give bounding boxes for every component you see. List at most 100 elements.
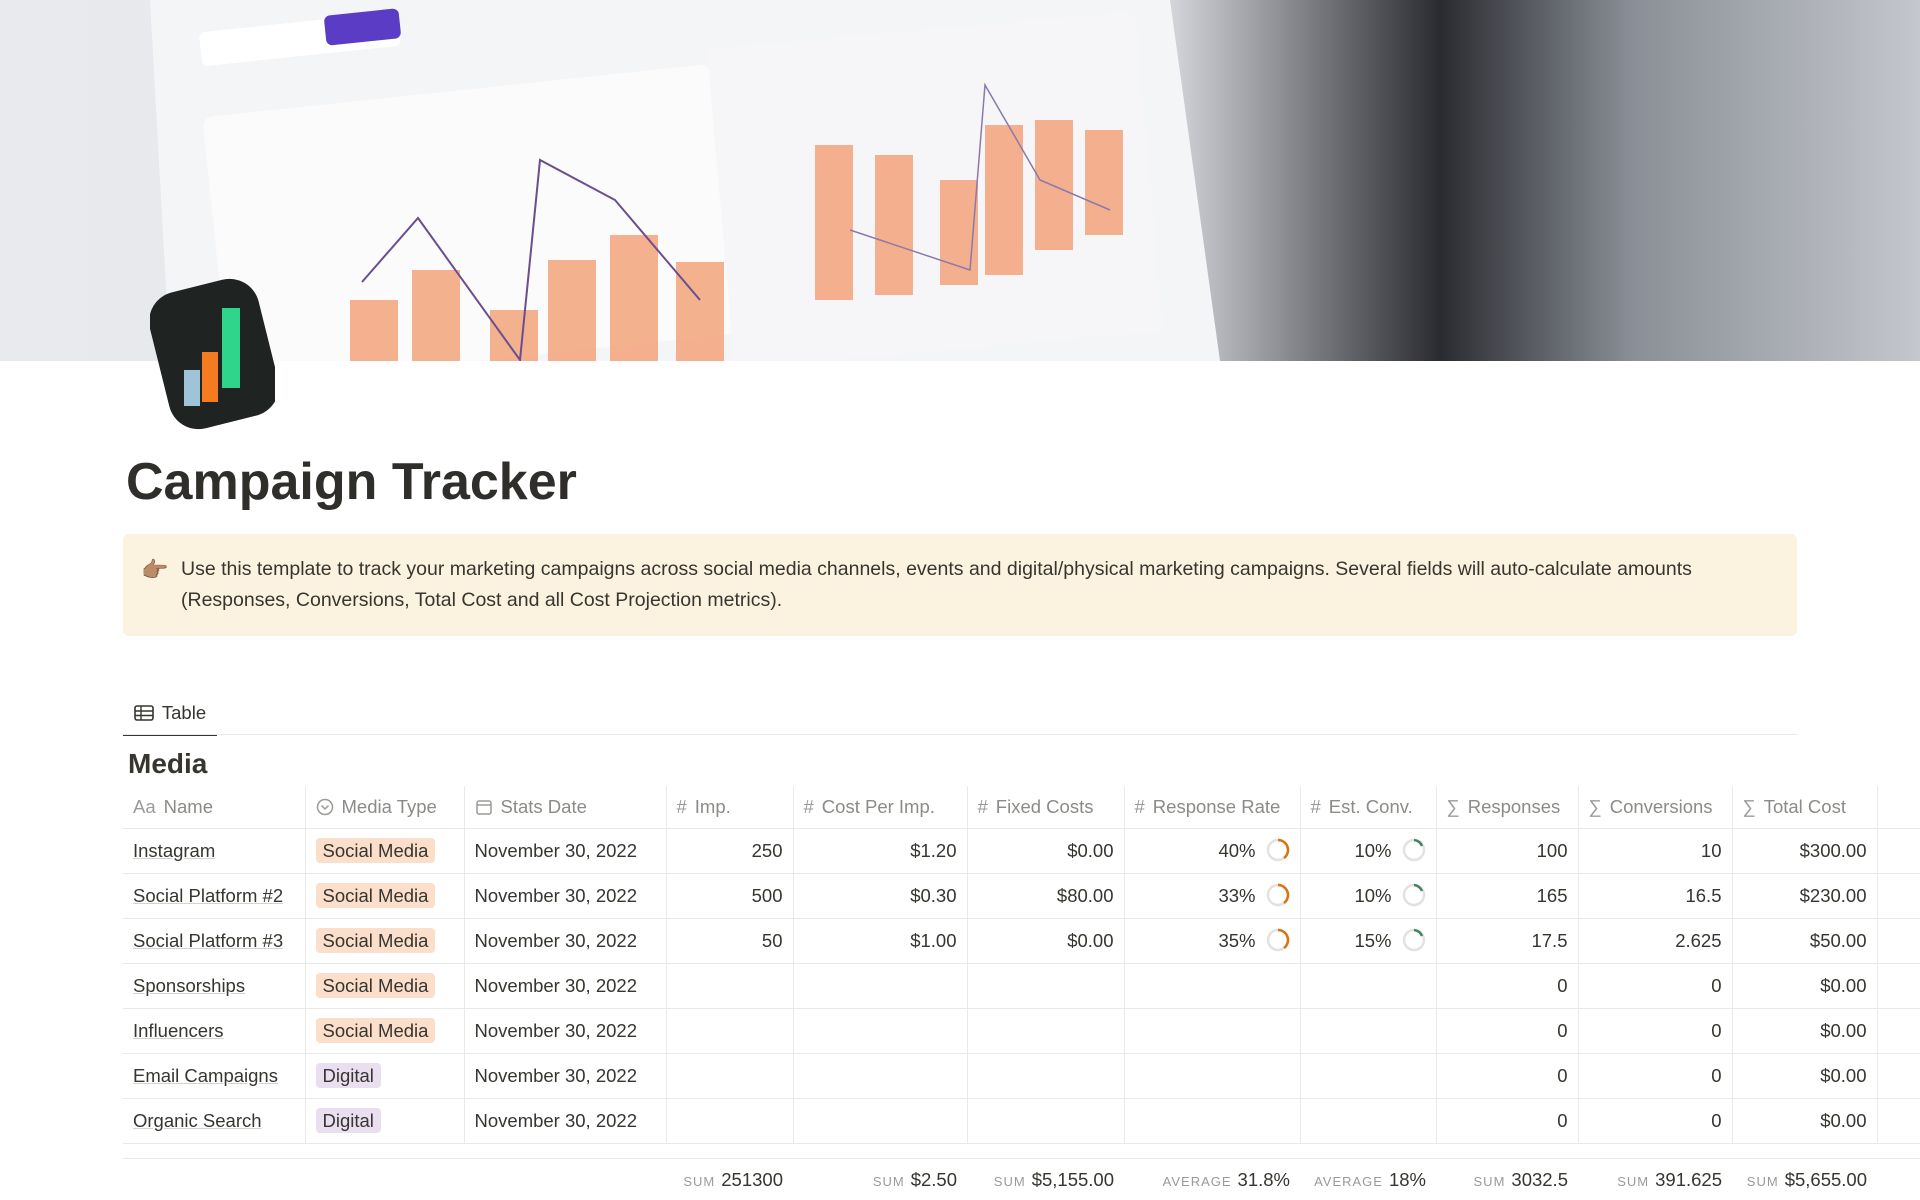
table-icon <box>134 705 154 721</box>
cell-text: November 30, 2022 <box>474 1020 638 1041</box>
table-cell: $1.20 <box>792 828 968 874</box>
footer-cell: SUM 251300 <box>666 1159 793 1200</box>
column-header[interactable]: Aa Name <box>123 786 306 829</box>
progress-ring <box>1266 928 1289 952</box>
cell-text: 0 <box>1711 1020 1722 1041</box>
column-header[interactable]: # Response Rate <box>1123 786 1301 829</box>
footer-cell: SUM 3032.5 <box>1436 1159 1578 1200</box>
tag: Digital <box>315 1063 381 1088</box>
table-cell: Social Media <box>304 873 465 919</box>
table-cell <box>1299 1098 1437 1144</box>
column-name: Response Rate <box>1152 796 1281 817</box>
aggregate-label: AVERAGE <box>1162 1174 1232 1189</box>
footer-cell <box>464 1159 666 1200</box>
table-cell: November 30, 2022 <box>463 828 667 874</box>
aggregate-value: $5,655.00 <box>1784 1169 1867 1190</box>
table-cell <box>665 1098 794 1144</box>
table-cell: 0 <box>1577 1098 1733 1144</box>
footer-cell: AVERAGE 31.8% <box>1124 1159 1300 1200</box>
table-row[interactable]: Influencers Social Media November 30, 2022… <box>123 1008 1920 1054</box>
cell-text: 17.5 <box>1531 930 1568 951</box>
row-name: Sponsorships <box>133 975 246 996</box>
table-cell: 500 <box>665 873 794 919</box>
table-cell: Email Campaigns <box>123 1053 306 1099</box>
callout-text: Use this template to track your marketin… <box>181 558 1692 611</box>
table-cell <box>1299 1008 1437 1054</box>
table-row[interactable]: Social Platform #2 Social Media November 3… <box>123 873 1920 919</box>
table-cell: $1.00 <box>792 918 968 964</box>
aggregate-value: 391.625 <box>1655 1169 1722 1190</box>
column-header[interactable]: # Est. Conv. <box>1299 786 1437 829</box>
table-row[interactable]: Social Platform #3 Social Media November 3… <box>123 918 1920 964</box>
aggregate-label: SUM <box>683 1174 716 1189</box>
column-header[interactable]: ∑ Conversions <box>1577 786 1733 829</box>
table-cell: 0 <box>1577 1008 1733 1054</box>
table-container: Aa Name Media Type Stats Date # Imp. # Cost Per… <box>123 786 1920 1158</box>
cell-text: November 30, 2022 <box>474 975 638 996</box>
aggregate-value: 18% <box>1388 1169 1426 1190</box>
table-cell: $230.00 <box>1731 873 1878 919</box>
table-cell: November 30, 2022 <box>463 1008 667 1054</box>
view-tab-label: Table <box>161 702 207 723</box>
column-header[interactable]: ∑ Responses <box>1435 786 1579 829</box>
cover-image <box>0 0 1920 361</box>
cell-text: November 30, 2022 <box>474 885 638 906</box>
table-cell <box>665 1053 794 1099</box>
callout: 👉🏽 Use this template to track your marke… <box>123 534 1797 636</box>
column-name: Conversions <box>1609 796 1713 817</box>
table-cell: $0.30 <box>792 873 968 919</box>
progress-ring <box>1402 928 1425 952</box>
table-cell <box>1876 828 1920 874</box>
footer-cell <box>305 1159 464 1200</box>
column-icon: ∑ <box>1588 796 1602 817</box>
cell-text: 500 <box>751 885 783 906</box>
table-cell: 10 <box>1577 828 1733 874</box>
table-cell: 15% <box>1299 918 1437 964</box>
table-cell <box>1876 873 1920 919</box>
column-header[interactable]: Media Type <box>304 786 465 829</box>
table-cell <box>792 963 968 1009</box>
table-row[interactable]: Sponsorships Social Media November 30, 202… <box>123 963 1920 1009</box>
cell-text: 50 <box>761 930 783 951</box>
table-cell <box>1299 963 1437 1009</box>
column-name: Media Type <box>341 796 437 817</box>
cell-text: November 30, 2022 <box>474 1065 638 1086</box>
view-tab[interactable]: Table <box>123 692 217 736</box>
table-cell: Social Platform #2 <box>123 873 306 919</box>
table-cell: $300.00 <box>1731 828 1878 874</box>
column-header[interactable]: Stats Date <box>463 786 667 829</box>
table-cell: 165 <box>1435 873 1579 919</box>
column-header[interactable]: ∑ Total Cost <box>1731 786 1878 829</box>
cell-text: $1.20 <box>910 840 957 861</box>
cell-text: 165 <box>1536 885 1568 906</box>
page-icon <box>150 278 275 430</box>
column-header[interactable]: # Cost Per Imp. <box>792 786 968 829</box>
footer-cell: SUM $2.50 <box>793 1159 967 1200</box>
table-cell: Digital <box>304 1098 465 1144</box>
column-name: Cost Per Imp. <box>821 796 935 817</box>
aggregate-label: SUM <box>1617 1174 1650 1189</box>
table-row[interactable]: Organic Search Digital November 30, 2022 0 0… <box>123 1098 1920 1144</box>
column-header[interactable]: # Imp. <box>665 786 794 829</box>
column-header[interactable]: # Fixed Costs <box>966 786 1125 829</box>
cell-text: 250 <box>751 840 783 861</box>
aggregate-label: SUM <box>993 1174 1026 1189</box>
table-cell: November 30, 2022 <box>463 963 667 1009</box>
cell-text: 16.5 <box>1685 885 1722 906</box>
footer-table: SUM 251300 SUM $2.50 SUM $5,155.00 AVERAGE 31.8… <box>123 1159 1920 1200</box>
table-row[interactable]: Instagram Social Media November 30, 2022 25… <box>123 828 1920 874</box>
table-cell: Sponsorships <box>123 963 306 1009</box>
table-cell <box>1876 963 1920 1009</box>
column-header-overflow <box>1876 786 1920 829</box>
table-cell: Organic Search <box>123 1098 306 1144</box>
table-row[interactable]: Email Campaigns Digital November 30, 2022 0… <box>123 1053 1920 1099</box>
aggregate-value: $2.50 <box>910 1169 957 1190</box>
table-cell <box>1123 1053 1301 1099</box>
table-cell: November 30, 2022 <box>463 873 667 919</box>
cell-text: $0.00 <box>1067 840 1114 861</box>
table-cell <box>792 1098 968 1144</box>
table-cell: $50.00 <box>1731 918 1878 964</box>
tag: Social Media <box>315 1018 436 1043</box>
table-cell <box>1123 1008 1301 1054</box>
cell-text: $300.00 <box>1799 840 1867 861</box>
